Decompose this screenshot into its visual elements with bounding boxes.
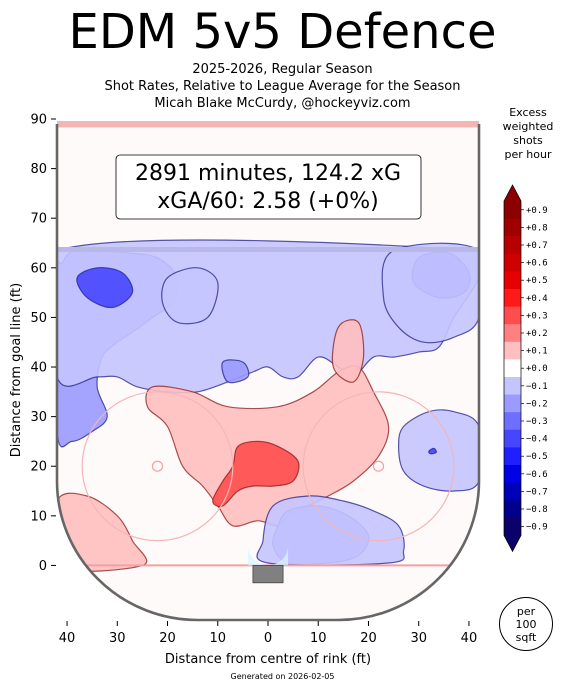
colorbar-label: −0.9 <box>526 523 548 533</box>
y-tick-label: 50 <box>30 311 47 326</box>
colorbar-label: −0.3 <box>526 417 548 427</box>
colorbar-swatch <box>504 289 521 308</box>
y-tick-label: 0 <box>39 559 47 574</box>
shot-rate-region <box>428 447 437 455</box>
rink-boards <box>55 123 481 622</box>
colorbar-title: Excess weighted shots per hour <box>492 106 564 162</box>
x-tick-label: 10 <box>209 631 226 646</box>
blue-line <box>57 246 479 252</box>
y-tick-label: 20 <box>30 460 47 475</box>
colorbar-swatch <box>504 218 521 237</box>
colorbar-swatch <box>504 394 521 413</box>
y-tick-label: 60 <box>30 261 47 276</box>
unit-badge-line: per <box>516 604 536 618</box>
faceoff-dot <box>372 460 385 472</box>
colorbar-label: +0.0 <box>526 364 548 374</box>
x-tick-label: 30 <box>109 631 126 646</box>
colorbar-swatch <box>504 271 521 290</box>
y-axis-label: Distance from goal line (ft) <box>9 283 24 457</box>
colorbar-swatch <box>504 500 521 519</box>
colorbar-label: +0.7 <box>526 241 548 251</box>
x-tick-label: 10 <box>310 631 327 646</box>
colorbar-label: +0.3 <box>526 311 548 321</box>
subtitle-season: 2025-2026, Regular Season <box>192 62 373 77</box>
footer-generated: Generated on 2026-02-05 <box>230 672 335 681</box>
shot-rate-region <box>161 267 219 325</box>
unit-badge-line: sqft <box>515 630 537 644</box>
colorbar-label: +0.6 <box>526 259 548 269</box>
annotation-box <box>115 154 422 220</box>
colorbar-swatch <box>504 447 521 466</box>
faceoff-circle <box>81 391 234 542</box>
x-tick-label: 40 <box>59 631 76 646</box>
x-tick-label: 20 <box>159 631 176 646</box>
colorbar-label: +0.8 <box>526 223 548 233</box>
y-tick-label: 30 <box>30 410 47 425</box>
colorbar-label: +0.2 <box>526 329 548 339</box>
y-tick-label: 70 <box>30 212 47 227</box>
colorbar-title-line: Excess <box>509 106 547 119</box>
chart-title: EDM 5v5 Defence <box>68 4 497 60</box>
colorbar-swatch <box>504 429 521 448</box>
colorbar-swatch <box>504 324 521 343</box>
shot-rate-region <box>397 409 479 492</box>
colorbar-label: −0.2 <box>526 399 548 409</box>
unit-badge-line: 100 <box>515 617 537 631</box>
faceoff-dot <box>151 460 164 472</box>
colorbar-label: −0.6 <box>526 470 548 480</box>
colorbar-extend-top <box>504 185 521 201</box>
goal-net <box>252 565 284 584</box>
colorbar-label: −0.7 <box>526 487 548 497</box>
colorbar-swatch <box>504 306 521 325</box>
colorbar-swatch <box>504 482 521 501</box>
colorbar-outline <box>503 184 522 553</box>
shot-rate-region <box>76 267 134 309</box>
x-tick-label: 30 <box>410 631 427 646</box>
colorbar-swatch <box>504 201 521 220</box>
colorbar-swatch <box>504 465 521 484</box>
y-tick-label: 10 <box>30 509 47 524</box>
colorbar-label: −0.1 <box>526 382 548 392</box>
colorbar-label: −0.4 <box>526 435 548 445</box>
colorbar-swatch <box>504 253 521 272</box>
colorbar-swatch <box>504 341 521 360</box>
x-axis-label: Distance from centre of rink (ft) <box>165 652 371 667</box>
y-tick-label: 40 <box>30 361 47 376</box>
shot-rate-region <box>212 440 300 508</box>
colorbar-title-line: per hour <box>504 148 552 161</box>
shot-rate-region <box>381 242 479 344</box>
colorbar-label: +0.4 <box>526 294 548 304</box>
colorbar-label: +0.1 <box>526 347 548 357</box>
colorbar-label: −0.5 <box>526 452 548 462</box>
subtitle-author: Micah Blake McCurdy, @hockeyviz.com <box>154 96 411 111</box>
colorbar-swatch <box>504 377 521 396</box>
annotation-xga60: xGA/60: 2.58 (+0%) <box>157 189 378 214</box>
colorbar-swatch <box>504 236 521 255</box>
x-tick-label: 40 <box>461 631 478 646</box>
shot-rate-region <box>331 319 365 383</box>
colorbar-extend-bottom <box>504 535 521 552</box>
colorbar-title-line: weighted <box>502 120 554 133</box>
shot-rate-region <box>256 495 405 566</box>
colorbar-label: +0.5 <box>526 276 548 286</box>
colorbar-label: +0.9 <box>526 206 548 216</box>
colorbar-title-line: shots <box>513 134 543 147</box>
shot-rate-region <box>221 359 250 384</box>
faceoff-circle <box>302 391 455 542</box>
colorbar-label: −0.8 <box>526 505 548 515</box>
centre-red-line <box>57 120 479 128</box>
y-tick-label: 80 <box>30 162 47 177</box>
annotation-minutes-xg: 2891 minutes, 124.2 xG <box>135 161 401 186</box>
colorbar-swatch <box>504 517 521 536</box>
colorbar-swatch <box>504 412 521 431</box>
y-tick-label: 90 <box>30 113 47 128</box>
x-tick-label: 20 <box>360 631 377 646</box>
subtitle-measure: Shot Rates, Relative to League Average f… <box>104 79 461 94</box>
x-tick-label: 0 <box>264 631 272 646</box>
goal-crease <box>247 545 289 566</box>
colorbar-swatch <box>504 359 521 378</box>
unit-badge: per 100 sqft <box>499 597 553 651</box>
